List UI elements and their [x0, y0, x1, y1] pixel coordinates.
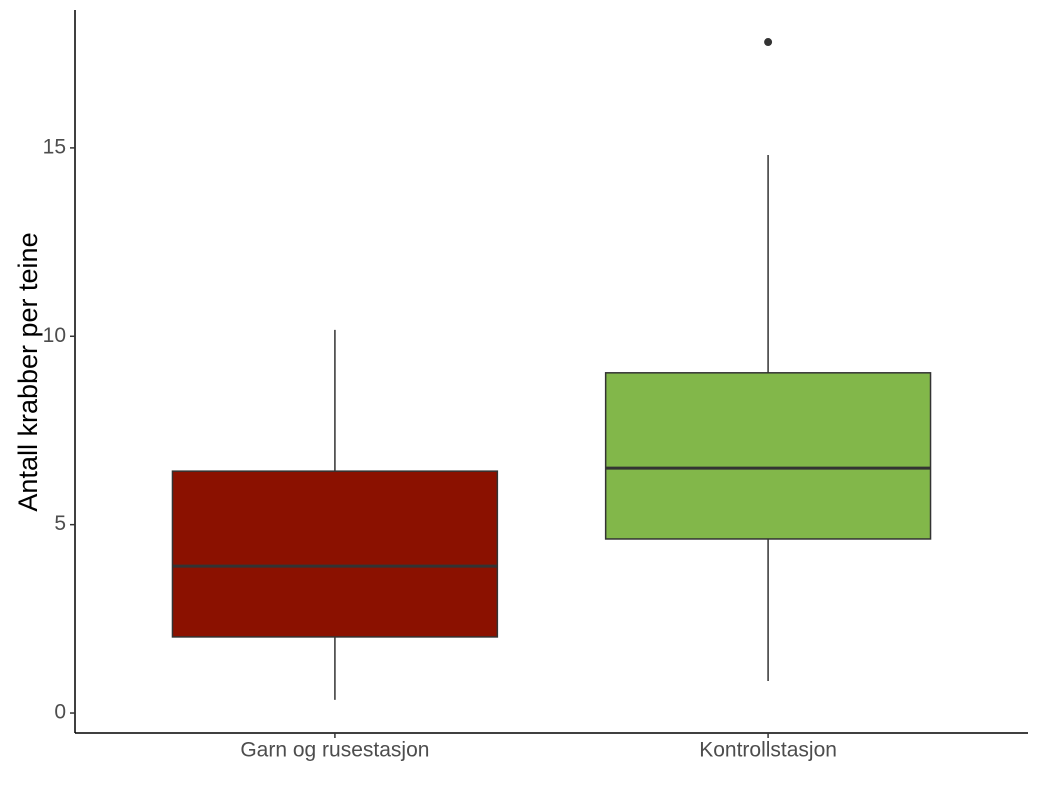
- outlier: [764, 38, 773, 47]
- y-axis-label: Antall krabber per teine: [13, 232, 43, 511]
- x-tick-label: Garn og rusestasjon: [240, 739, 429, 762]
- y-tick-label: 15: [43, 135, 66, 158]
- y-tick-label: 0: [54, 701, 66, 724]
- x-tick-label: Kontrollstasjon: [699, 739, 837, 762]
- box: [171, 470, 499, 638]
- y-tick-label: 5: [54, 512, 66, 535]
- box: [604, 372, 932, 540]
- y-tick-label: 10: [43, 324, 66, 347]
